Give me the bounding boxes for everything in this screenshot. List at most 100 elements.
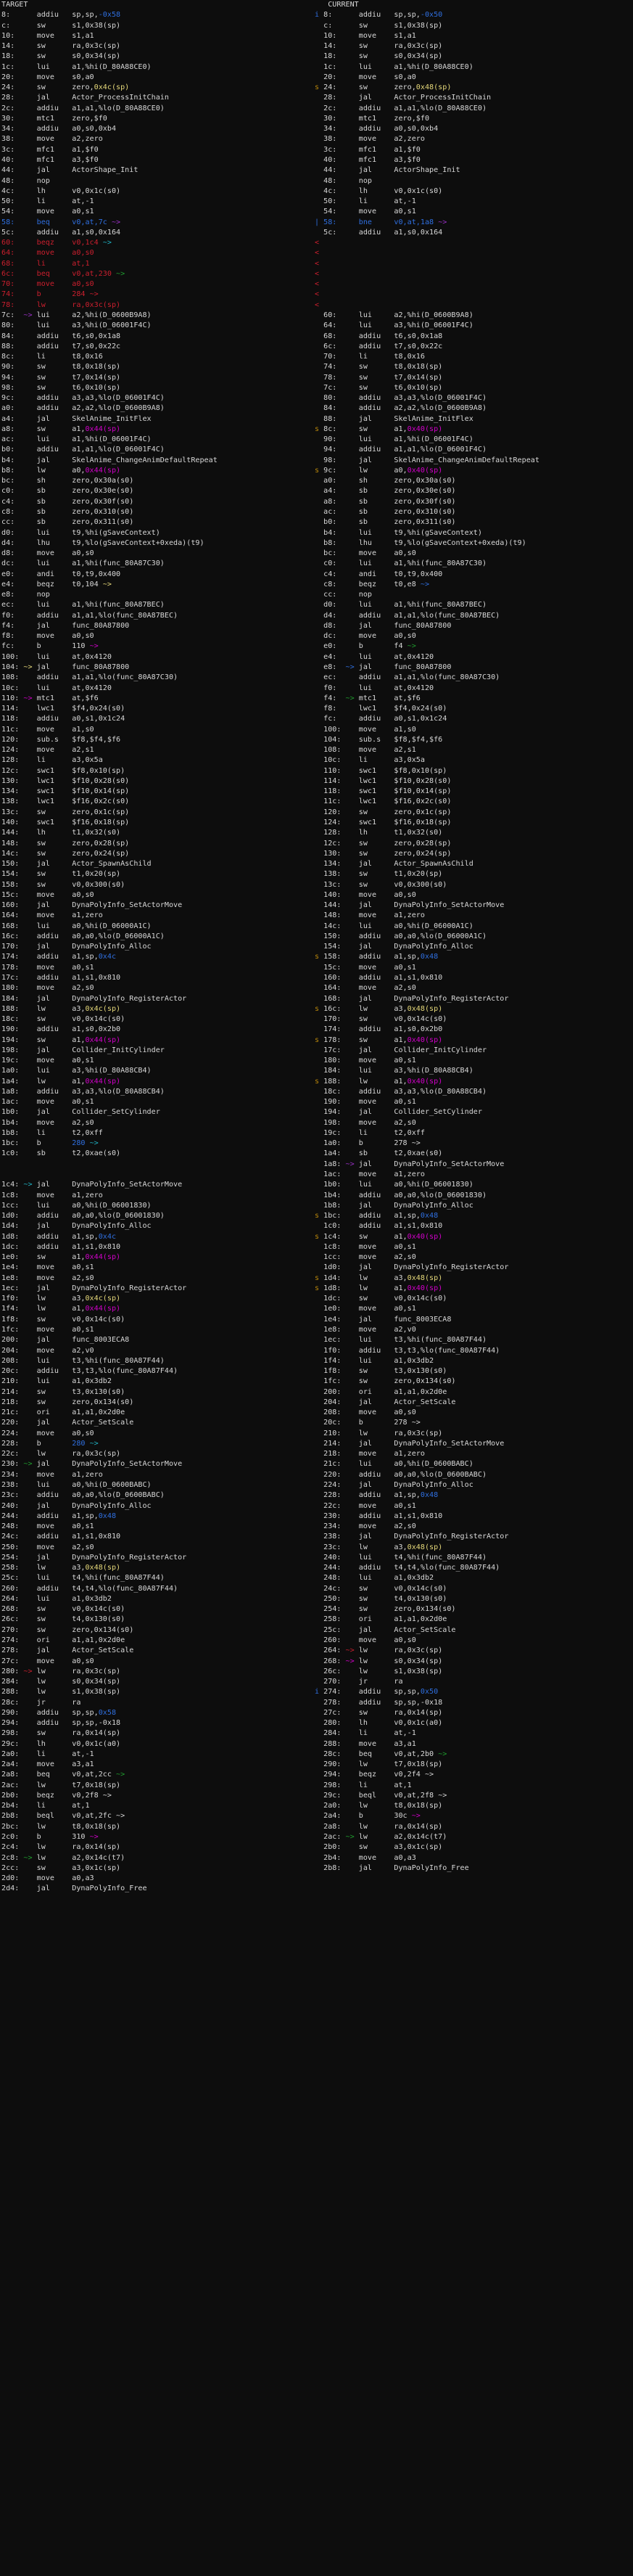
instruction-operands: a1,a1,%lo(D_80A88CE0) (72, 104, 165, 112)
asm-line: 278: jal Actor_SetScale (1, 1646, 313, 1656)
instruction-mnemonic: li (358, 353, 394, 361)
instruction-address: 21c: (323, 1460, 346, 1469)
branch-arrow-slot (23, 1429, 36, 1437)
operand-token: ~> (438, 1750, 447, 1758)
asm-line: s 158: addiu a1,sp,0x48 (315, 952, 633, 962)
instruction-operands: a1,0x3db2 (72, 1377, 112, 1386)
instruction-mnemonic: b (36, 1439, 73, 1448)
instruction-mnemonic: lui (358, 652, 394, 661)
instruction-address: 2a0: (1, 1750, 24, 1758)
branch-arrow-slot (23, 1605, 36, 1613)
instruction-operands: ra,0x3c(sp) (72, 300, 121, 309)
instruction-address: 100: (1, 652, 24, 661)
instruction-mnemonic: mtc1 (358, 694, 394, 702)
instruction-operands: zero,$f0 (72, 114, 107, 123)
operand-token: ~> (89, 1139, 99, 1148)
asm-line: 98: sw t6,0x10(sp) (1, 383, 313, 393)
branch-arrow-slot (23, 1119, 36, 1127)
instruction-mnemonic: jal (36, 1646, 73, 1655)
asm-line: 70: li t8,0x16 (315, 352, 633, 362)
branch-arrow-slot (346, 911, 359, 919)
instruction-mnemonic: addiu (36, 953, 73, 961)
asm-line: b8: lhu t9,%lo(gSaveContext+0xeda)(t9) (315, 538, 633, 549)
instruction-mnemonic: jal (358, 1439, 394, 1448)
branch-arrow-slot (346, 1149, 359, 1157)
instruction-mnemonic: move (36, 135, 73, 144)
instruction-operands: DynaPolyInfo_Alloc (72, 1222, 152, 1231)
branch-arrow-slot: ~> (23, 663, 36, 671)
instruction-address: 118: (323, 787, 346, 796)
instruction-operands: zero,0x1c(sp) (72, 808, 130, 816)
instruction-operands: a2,%hi(D_0600B9A8) (72, 311, 152, 319)
instruction-operands: a0,s1 (72, 1326, 94, 1334)
instruction-address: 1ac: (323, 1170, 346, 1179)
instruction-address: 1c4: (323, 1232, 346, 1241)
instruction-mnemonic: swc1 (36, 766, 73, 775)
line-gutter: < (315, 280, 323, 288)
column-header-current: CURRENT (328, 1, 359, 9)
branch-arrow-slot (23, 881, 36, 889)
instruction-mnemonic: addiu (358, 228, 394, 237)
instruction-address: 1f8: (1, 1315, 24, 1324)
instruction-operands: at,0x4120 (72, 652, 112, 661)
instruction-operands: Collider_SetCylinder (72, 1108, 160, 1117)
instruction-operands: zero,0x24(sp) (394, 849, 452, 858)
asm-line: 250: move a2,s0 (1, 1543, 313, 1553)
asm-line: 60: lui a2,%hi(D_0600B9A8) (315, 311, 633, 321)
instruction-operands: ra,0x3c(sp) (72, 1667, 121, 1675)
instruction-mnemonic: lwc1 (358, 705, 394, 713)
instruction-operands: a1,zero (394, 1450, 425, 1459)
instruction-address: f4: (1, 621, 24, 630)
branch-arrow-slot (23, 1760, 36, 1768)
branch-arrow-slot (346, 125, 359, 133)
asm-line: 28: jal Actor_ProcessInitChain (315, 93, 633, 103)
line-gutter (315, 63, 323, 71)
instruction-mnemonic: mfc1 (358, 145, 394, 154)
asm-line: 1a4: lw a1,0x44(sp) (1, 1077, 313, 1087)
branch-arrow-slot (23, 1440, 36, 1448)
line-gutter (315, 1170, 323, 1178)
branch-arrow-slot (346, 1408, 359, 1416)
branch-arrow-slot (346, 518, 359, 526)
asm-line: 284: lw s0,0x34(sp) (1, 1677, 313, 1687)
line-gutter (315, 1367, 323, 1375)
instruction-mnemonic: lhu (358, 538, 394, 547)
instruction-operands: a1,sp, (394, 1212, 421, 1221)
instruction-address: 238: (323, 1533, 346, 1541)
line-gutter (315, 177, 323, 185)
instruction-mnemonic: lw (36, 1077, 73, 1086)
line-gutter: < (315, 301, 323, 309)
instruction-address: 224: (323, 1480, 346, 1489)
asm-line: 254: jal DynaPolyInfo_RegisterActor (1, 1553, 313, 1563)
asm-line: 23c: addiu a0,a0,%lo(D_0600BABC) (1, 1490, 313, 1501)
instruction-address (323, 280, 345, 288)
instruction-address: 178: (323, 1035, 346, 1044)
instruction-operands: a0, (394, 466, 407, 475)
instruction-mnemonic: lw (36, 1295, 73, 1303)
instruction-mnemonic: beq (36, 218, 73, 226)
asm-line: < (315, 269, 633, 279)
instruction-operands: t3,%hi(func_80A87F44) (394, 1336, 487, 1345)
operand-token: 0x48(sp) (407, 1543, 443, 1551)
gutter-marker-icon: < (315, 269, 320, 278)
instruction-mnemonic (359, 270, 394, 278)
instruction-operands: ra,0x14(sp) (394, 1822, 443, 1831)
instruction-address: 124: (1, 746, 24, 755)
instruction-mnemonic: addiu (358, 342, 394, 350)
instruction-mnemonic: lui (36, 684, 73, 692)
instruction-mnemonic: sw (36, 1863, 73, 1872)
instruction-operands: DynaPolyInfo_SetActorMove (72, 1460, 183, 1469)
branch-arrow-slot (23, 332, 36, 340)
asm-line: 194: jal Collider_SetCylinder (315, 1107, 633, 1117)
instruction-address: 25c: (323, 1625, 346, 1634)
asm-line: d4: lhu t9,%lo(gSaveContext+0xeda)(t9) (1, 538, 313, 549)
instruction-operands: a0,s1 (72, 1522, 94, 1531)
branch-arrow-slot (346, 829, 359, 837)
instruction-operands: a1,s1,0x810 (394, 973, 443, 982)
instruction-address: 1a8: (1, 1087, 24, 1096)
line-gutter (315, 1243, 323, 1251)
line-gutter (315, 1802, 323, 1810)
asm-line: 2a4: b 30c ~> (315, 1811, 633, 1821)
instruction-mnemonic: move (358, 1326, 394, 1334)
instruction-mnemonic: beqz (36, 580, 73, 588)
